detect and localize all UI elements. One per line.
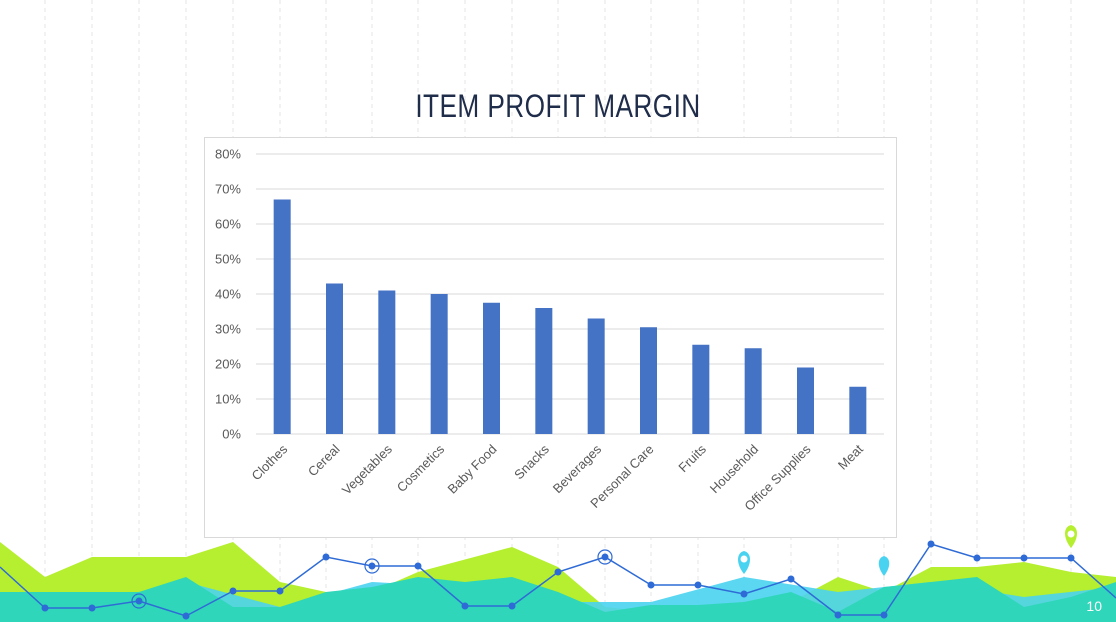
y-tick-label: 0% xyxy=(222,427,241,442)
y-tick-label: 40% xyxy=(215,287,241,302)
x-tick-label: Vegetables xyxy=(339,441,395,497)
x-tick-label: Cereal xyxy=(305,441,343,479)
map-pin-icon xyxy=(738,551,750,574)
x-tick-label: Household xyxy=(707,442,762,497)
x-tick-label: Baby Food xyxy=(445,442,500,497)
x-tick-label: Cosmetics xyxy=(394,441,448,495)
bar xyxy=(744,348,762,434)
x-tick-label: Snacks xyxy=(511,441,552,482)
y-tick-label: 60% xyxy=(215,217,241,232)
y-tick-label: 80% xyxy=(215,147,241,162)
bar xyxy=(483,302,500,434)
x-tick-label: Clothes xyxy=(249,441,291,483)
x-tick-label: Fruits xyxy=(675,441,709,475)
map-pin-icon xyxy=(878,556,890,576)
map-pin-icon xyxy=(1065,525,1077,548)
chart-frame: 0% 10% 20% 30% 40% 50% 60% 70% 80% Clothes Cereal… xyxy=(204,137,897,538)
bar xyxy=(640,327,657,434)
y-tick-label: 20% xyxy=(215,357,241,372)
y-tick-label: 10% xyxy=(215,392,241,407)
bars xyxy=(273,199,867,434)
y-axis-ticks: 0% 10% 20% 30% 40% 50% 60% 70% 80% xyxy=(215,147,241,442)
footer-teal-wave xyxy=(0,577,1116,622)
y-tick-label: 50% xyxy=(215,252,241,267)
footer-decoration xyxy=(0,525,1116,622)
y-tick-label: 30% xyxy=(215,322,241,337)
bar xyxy=(587,318,605,434)
bar xyxy=(849,386,867,434)
page-number: 10 xyxy=(1086,598,1102,614)
bar xyxy=(326,283,343,434)
gridlines xyxy=(256,153,884,435)
x-tick-label: Meat xyxy=(835,441,866,472)
bar xyxy=(535,308,553,434)
bar xyxy=(797,367,814,434)
bar xyxy=(273,199,291,434)
bar xyxy=(692,344,710,434)
bar xyxy=(378,290,396,434)
slide-title: ITEM PROFIT MARGIN xyxy=(415,88,701,124)
bar xyxy=(430,294,448,434)
y-tick-label: 70% xyxy=(215,182,241,197)
x-tick-label: Beverages xyxy=(550,441,605,496)
bar-chart: 0% 10% 20% 30% 40% 50% 60% 70% 80% Clothes Cereal… xyxy=(215,147,884,514)
